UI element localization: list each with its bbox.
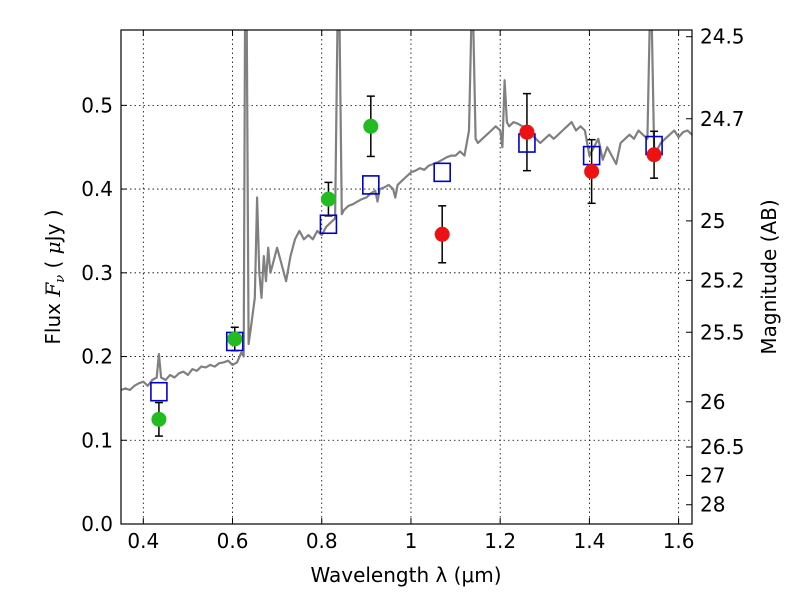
y-tick-label: 0.4 [81, 177, 113, 201]
magnitude-tick-label: 25.5 [700, 320, 745, 344]
y-axis-label-magnitude: Magnitude (AB) [757, 199, 781, 354]
observed-red-point [584, 164, 600, 180]
y-axis-label-flux: Flux Fν ( μJy ) [41, 209, 68, 344]
observed-green-point [320, 191, 336, 207]
x-axis-label: Wavelength λ (μm) [310, 563, 501, 587]
magnitude-tick-label: 25 [700, 209, 725, 233]
x-tick-label: 1.2 [484, 529, 516, 553]
model-photometry-marker [362, 175, 380, 195]
magnitude-tick-label: 28 [700, 493, 725, 517]
observed-red-point [646, 147, 662, 163]
x-tick-label: 1.6 [663, 529, 695, 553]
plot-area [121, 30, 692, 437]
magnitude-tick-label: 25.2 [700, 268, 745, 292]
y-tick-label: 0.5 [81, 93, 113, 117]
x-tick-label: 0.4 [127, 529, 159, 553]
model-photometry-marker [433, 162, 451, 183]
plot-frame [120, 29, 693, 525]
x-tick-label: 1.4 [573, 529, 605, 553]
observed-green-point [227, 331, 243, 347]
y-tick-label: 0.1 [81, 428, 113, 452]
x-axis: 0.4 0.6 0.8 1 1.2 1.4 1.6 [127, 30, 695, 553]
magnitude-tick-label: 24.5 [700, 25, 745, 49]
magnitude-tick-label: 26 [700, 390, 725, 414]
magnitude-tick-label: 24.7 [700, 107, 745, 131]
x-tick-label: 0.6 [217, 529, 249, 553]
x-tick-label: 0.8 [306, 529, 338, 553]
observed-green-point [363, 118, 379, 134]
model-photometry-marker [319, 214, 338, 235]
magnitude-tick-label: 27 [700, 463, 725, 487]
magnitude-tick-label: 26.5 [700, 435, 745, 459]
observed-green-point [151, 411, 167, 427]
y-tick-label: 0.3 [81, 261, 113, 285]
observed-red-point [519, 124, 535, 140]
observed-red-point [434, 226, 450, 242]
y-tick-label: 0.2 [81, 345, 113, 369]
y-axis-magnitude: 24.5 24.7 25 25.2 25.5 26 26.5 27 28 [686, 25, 745, 517]
grid-lines [121, 30, 692, 524]
model-photometry-marker [150, 381, 168, 402]
x-tick-label: 1 [405, 529, 418, 553]
y-tick-label: 0.0 [81, 512, 113, 536]
spectrum-line [121, 30, 692, 392]
y-axis-flux: 0.0 0.1 0.2 0.3 0.4 0.5 [81, 93, 127, 536]
